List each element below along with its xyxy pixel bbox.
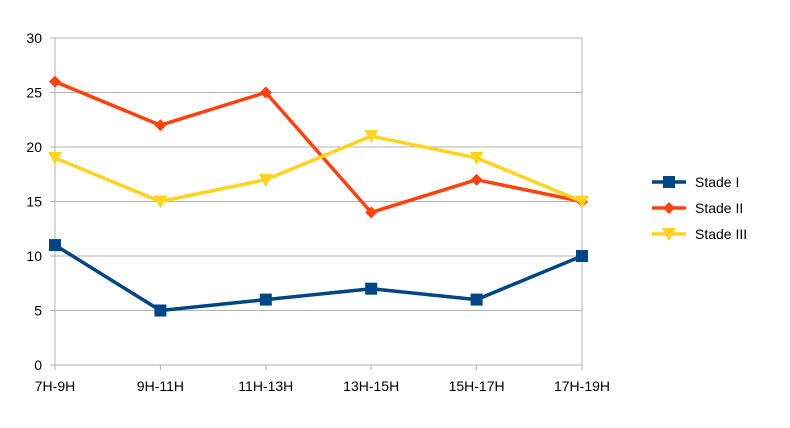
series-group	[48, 75, 589, 317]
x-tick-labels: 7H-9H 9H-11H 11H-13H 13H-15H 15H-17H 17H-19H	[35, 378, 610, 394]
data-point	[365, 282, 378, 295]
data-point	[49, 239, 61, 252]
series-stade-ii	[49, 75, 588, 219]
series-stade-i	[49, 239, 588, 317]
data-point	[470, 173, 483, 186]
series-line	[54, 134, 583, 204]
data-point	[153, 195, 168, 209]
y-tick-label: 30	[26, 30, 42, 46]
legend-item: Stade I	[652, 174, 739, 190]
data-point	[154, 119, 167, 132]
data-point	[575, 195, 589, 209]
legend-item: Stade II	[652, 200, 743, 216]
data-point	[258, 173, 273, 187]
data-point	[48, 151, 62, 165]
x-tick-label: 15H-17H	[449, 378, 505, 394]
y-tick-label: 10	[26, 248, 42, 264]
legend-marker	[662, 228, 676, 241]
y-tick-label: 0	[34, 357, 42, 373]
data-point	[470, 293, 483, 306]
y-tick-label: 20	[26, 139, 42, 155]
y-tick-labels: 0 5 10 15 20 25 30	[26, 30, 42, 373]
legend-label: Stade I	[695, 174, 739, 190]
data-point	[154, 304, 167, 317]
series-line	[54, 243, 583, 313]
axes	[50, 37, 583, 370]
series-line	[54, 79, 583, 215]
x-tick-label: 13H-15H	[343, 378, 399, 394]
data-point	[364, 130, 379, 144]
data-point	[576, 250, 588, 262]
legend-item: Stade III	[652, 226, 747, 242]
data-point	[49, 75, 61, 88]
data-point	[259, 293, 272, 306]
grid	[55, 37, 583, 365]
legend-marker	[663, 202, 675, 214]
legend-marker	[663, 176, 675, 188]
x-tick-label: 11H-13H	[238, 378, 293, 394]
data-point	[469, 151, 484, 165]
y-tick-label: 25	[26, 85, 42, 101]
y-tick-label: 5	[34, 303, 42, 319]
legend-label: Stade II	[695, 200, 743, 216]
x-tick-label: 9H-11H	[137, 378, 184, 394]
y-tick-label: 15	[26, 194, 42, 210]
x-tick-label: 17H-19H	[554, 378, 610, 394]
data-point	[365, 206, 378, 219]
x-tick-label: 7H-9H	[35, 378, 75, 394]
data-point	[259, 86, 272, 99]
series-stade-iii	[48, 130, 589, 209]
legend: Stade I Stade II Stade III	[652, 174, 747, 242]
legend-label: Stade III	[695, 226, 747, 242]
